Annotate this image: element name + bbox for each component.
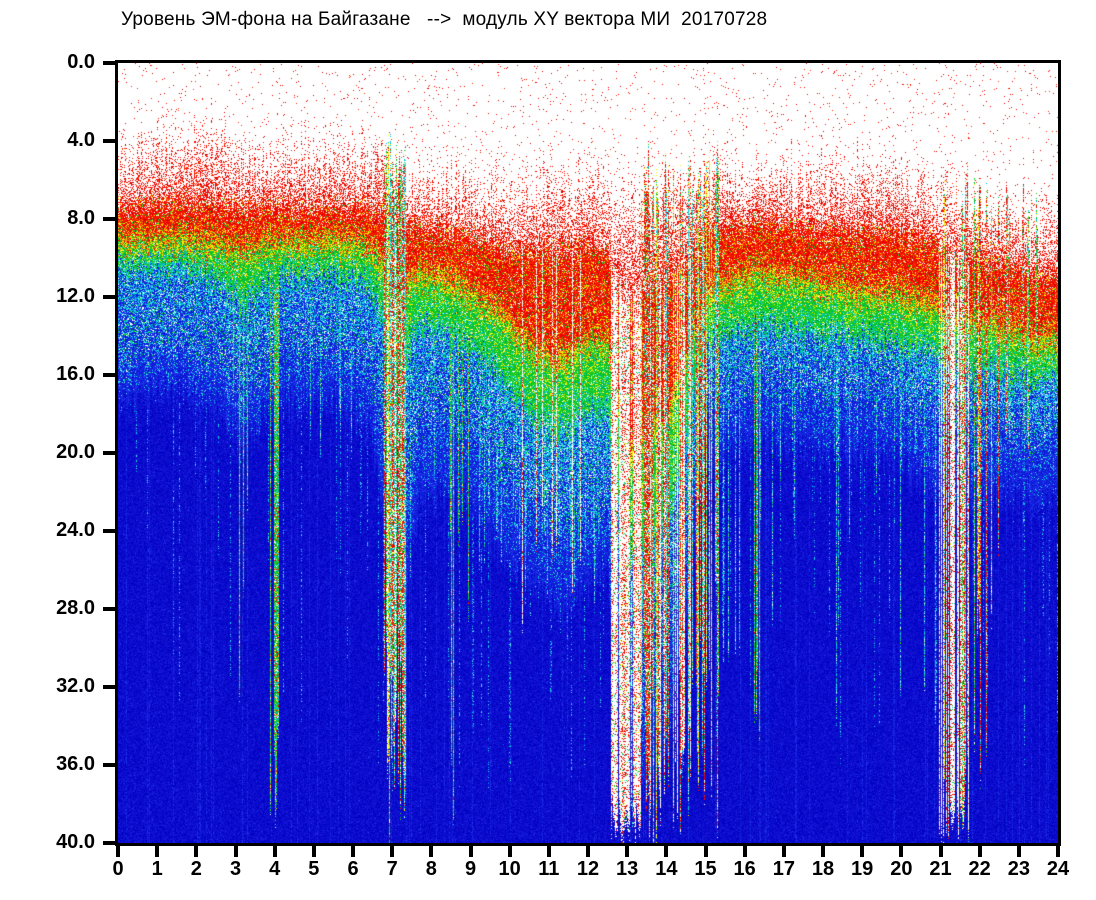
x-tick-label: 20 bbox=[890, 858, 913, 880]
x-tick-label: 1 bbox=[151, 858, 163, 880]
chart-title: Уровень ЭМ-фона на Байгазане --> модуль … bbox=[121, 9, 768, 30]
x-tick-mark bbox=[1056, 846, 1060, 857]
y-tick-mark bbox=[103, 529, 116, 533]
y-tick-label: 8.0 bbox=[67, 207, 95, 229]
x-tick-label: 15 bbox=[694, 858, 717, 880]
x-tick-mark bbox=[429, 846, 434, 857]
y-tick-mark bbox=[103, 841, 116, 845]
x-tick-mark bbox=[860, 846, 865, 857]
x-tick-mark bbox=[390, 846, 395, 857]
x-tick-mark bbox=[468, 846, 473, 857]
y-tick-mark bbox=[103, 685, 116, 689]
x-tick-label: 7 bbox=[386, 858, 398, 880]
y-tick-label: 20.0 bbox=[56, 441, 95, 463]
y-tick-label: 16.0 bbox=[56, 363, 95, 385]
y-tick-mark bbox=[103, 61, 116, 65]
x-tick-mark bbox=[625, 846, 630, 857]
x-tick-mark bbox=[507, 846, 512, 857]
x-tick-mark bbox=[938, 846, 943, 857]
x-tick-mark bbox=[977, 846, 982, 857]
x-tick-label: 5 bbox=[308, 858, 320, 880]
y-tick-mark bbox=[103, 763, 116, 767]
x-tick-mark bbox=[311, 846, 316, 857]
y-tick-label: 4.0 bbox=[67, 129, 95, 151]
x-tick-mark bbox=[703, 846, 708, 857]
y-tick-label: 24.0 bbox=[56, 519, 95, 541]
x-tick-mark bbox=[546, 846, 551, 857]
x-tick-mark bbox=[194, 846, 199, 857]
y-tick-label: 40.0 bbox=[56, 831, 95, 853]
x-tick-mark bbox=[742, 846, 747, 857]
x-tick-label: 23 bbox=[1007, 858, 1030, 880]
x-tick-mark bbox=[781, 846, 786, 857]
y-tick-mark bbox=[103, 139, 116, 143]
x-tick-mark bbox=[821, 846, 825, 857]
x-tick-mark bbox=[272, 846, 277, 857]
y-tick-label: 28.0 bbox=[56, 597, 95, 619]
y-tick-mark bbox=[103, 451, 116, 455]
spectrogram-canvas bbox=[118, 63, 1058, 843]
x-tick-mark bbox=[116, 846, 120, 857]
y-tick-label: 32.0 bbox=[56, 675, 95, 697]
x-tick-label: 24 bbox=[1046, 858, 1070, 880]
y-tick-label: 0.0 bbox=[67, 51, 95, 73]
x-tick-label: 11 bbox=[538, 858, 560, 880]
x-tick-label: 4 bbox=[269, 858, 281, 880]
x-tick-label: 14 bbox=[655, 858, 678, 880]
x-tick-label: 3 bbox=[229, 858, 242, 880]
y-tick-mark bbox=[103, 217, 116, 221]
x-tick-label: 0 bbox=[112, 858, 124, 880]
y-tick-mark bbox=[103, 373, 116, 377]
x-tick-mark bbox=[233, 846, 238, 857]
x-tick-label: 6 bbox=[347, 858, 359, 880]
x-tick-mark bbox=[351, 846, 355, 857]
x-tick-label: 13 bbox=[616, 858, 639, 880]
x-tick-label: 18 bbox=[811, 858, 835, 880]
x-tick-label: 16 bbox=[733, 858, 756, 880]
x-tick-mark bbox=[1016, 846, 1021, 857]
y-tick-mark bbox=[103, 607, 116, 611]
x-tick-label: 10 bbox=[498, 858, 521, 880]
x-tick-mark bbox=[586, 846, 590, 857]
x-tick-label: 9 bbox=[464, 858, 477, 880]
x-tick-label: 22 bbox=[968, 858, 991, 880]
x-tick-label: 21 bbox=[929, 858, 952, 880]
x-tick-label: 8 bbox=[425, 858, 437, 880]
y-tick-label: 12.0 bbox=[56, 285, 95, 307]
x-tick-label: 19 bbox=[851, 858, 874, 880]
y-tick-label: 36.0 bbox=[56, 753, 95, 775]
x-tick-mark bbox=[899, 846, 904, 857]
x-tick-mark bbox=[155, 846, 160, 857]
x-tick-label: 12 bbox=[576, 858, 600, 880]
y-tick-mark bbox=[103, 295, 116, 299]
x-tick-mark bbox=[664, 846, 669, 857]
x-tick-label: 2 bbox=[190, 858, 202, 880]
x-tick-label: 17 bbox=[772, 858, 795, 880]
